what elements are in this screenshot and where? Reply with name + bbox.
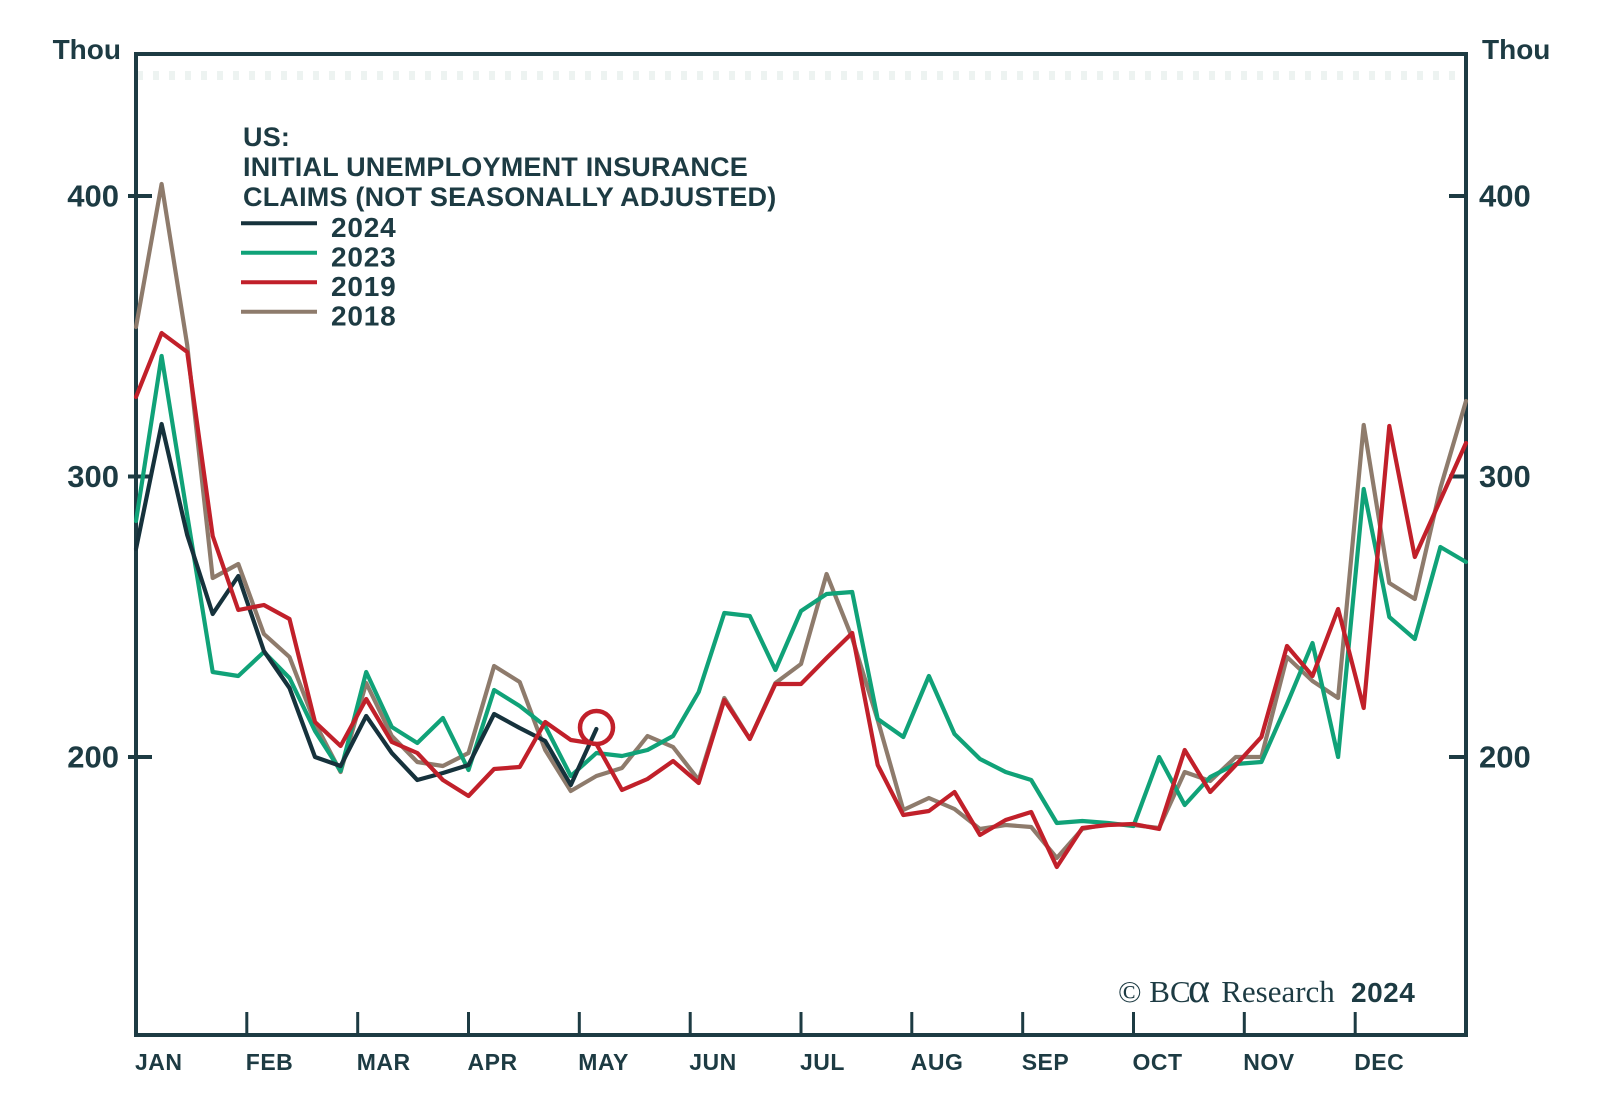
svg-text:2024: 2024 (1351, 977, 1415, 1008)
svg-text:200: 200 (67, 740, 119, 775)
svg-text:Thou: Thou (1482, 34, 1550, 65)
svg-text:APR: APR (468, 1049, 518, 1075)
svg-text:2023: 2023 (331, 242, 397, 273)
svg-text:AUG: AUG (911, 1049, 964, 1075)
svg-text:2024: 2024 (331, 212, 397, 243)
svg-text:Research: Research (1215, 974, 1335, 1009)
svg-text:Thou: Thou (53, 34, 121, 65)
svg-text:INITIAL UNEMPLOYMENT INSURANCE: INITIAL UNEMPLOYMENT INSURANCE (243, 152, 748, 182)
svg-text:NOV: NOV (1243, 1049, 1295, 1075)
svg-text:400: 400 (67, 179, 119, 214)
svg-text:200: 200 (1479, 740, 1531, 775)
svg-text:α: α (1188, 966, 1210, 1012)
svg-text:2018: 2018 (331, 301, 397, 332)
svg-text:2019: 2019 (331, 271, 397, 302)
svg-text:© BC: © BC (1118, 974, 1191, 1009)
svg-text:JAN: JAN (135, 1049, 183, 1075)
svg-text:300: 300 (1479, 459, 1531, 494)
svg-text:MAY: MAY (578, 1049, 629, 1075)
svg-text:SEP: SEP (1022, 1049, 1070, 1075)
svg-text:400: 400 (1479, 179, 1531, 214)
svg-text:JUL: JUL (800, 1049, 845, 1075)
svg-text:300: 300 (67, 459, 119, 494)
svg-text:OCT: OCT (1133, 1049, 1183, 1075)
svg-text:DEC: DEC (1354, 1049, 1404, 1075)
svg-text:CLAIMS (NOT SEASONALLY ADJUSTE: CLAIMS (NOT SEASONALLY ADJUSTED) (243, 182, 776, 212)
svg-text:US:: US: (243, 122, 290, 152)
svg-text:JUN: JUN (689, 1049, 737, 1075)
svg-text:FEB: FEB (246, 1049, 293, 1075)
svg-text:MAR: MAR (357, 1049, 411, 1075)
